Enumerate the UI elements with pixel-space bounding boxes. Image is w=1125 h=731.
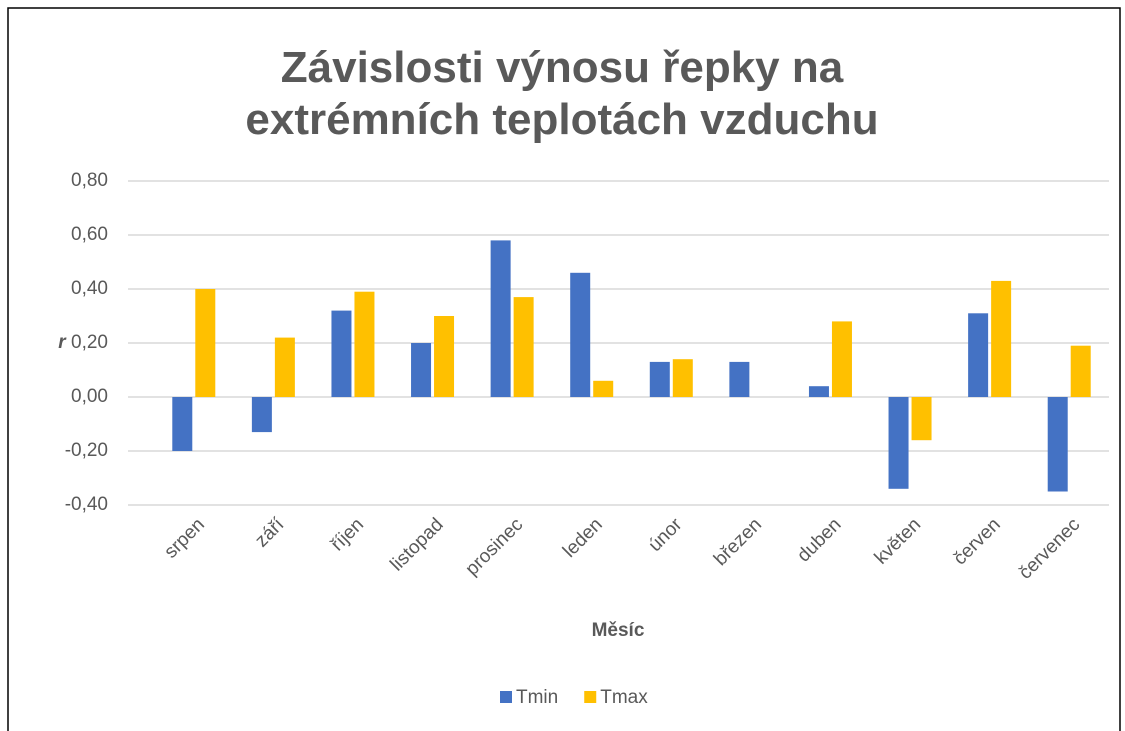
legend-label: Tmax — [600, 687, 648, 708]
x-tick-label: červen — [950, 514, 1005, 569]
x-tick-label: srpen — [160, 514, 208, 562]
legend-swatch — [500, 691, 512, 703]
legend-swatch — [584, 691, 597, 703]
bar — [888, 397, 909, 489]
x-tick-label: leden — [559, 514, 607, 562]
chart-title: Závislosti výnosu řepky na extrémních te… — [245, 43, 879, 144]
bar — [808, 386, 829, 397]
bar — [251, 397, 272, 433]
y-tick-label: 0,00 — [71, 386, 108, 407]
bar — [593, 380, 614, 397]
y-tick-label: 0,80 — [71, 170, 108, 191]
bar — [968, 313, 989, 397]
x-tick-label: září — [251, 514, 289, 552]
y-tick-label: 0,20 — [71, 332, 108, 353]
bar — [331, 310, 352, 397]
bar — [354, 291, 375, 397]
bar — [911, 397, 932, 441]
y-tick-label: -0,40 — [65, 494, 108, 515]
x-tick-label: červenec — [1015, 514, 1084, 583]
bar — [274, 337, 295, 397]
x-tick-label: květen — [871, 514, 925, 568]
bar — [1047, 397, 1068, 492]
y-tick-label: 0,40 — [71, 278, 108, 299]
bar — [434, 316, 455, 397]
bar — [729, 361, 750, 397]
y-tick-label: -0,20 — [65, 440, 108, 461]
x-axis-title: Měsíc — [592, 620, 645, 641]
bar — [672, 359, 693, 397]
bar — [570, 272, 591, 397]
x-tick-label: prosinec — [462, 514, 528, 580]
x-tick-label: únor — [645, 514, 687, 556]
bar — [195, 289, 216, 397]
x-tick-label: říjen — [327, 514, 368, 555]
bar — [831, 321, 852, 397]
bar — [490, 240, 511, 397]
x-tick-label: březen — [710, 514, 766, 570]
y-axis-title: r — [58, 332, 67, 353]
bar — [172, 397, 193, 451]
bar — [1070, 345, 1091, 397]
bar — [513, 297, 534, 397]
x-tick-label: listopad — [386, 514, 447, 575]
y-tick-label: 0,60 — [71, 224, 108, 245]
legend-label: Tmin — [516, 687, 558, 708]
bar — [649, 361, 670, 397]
frame — [7, 7, 1121, 731]
bar — [411, 343, 432, 397]
x-tick-label: duben — [793, 514, 845, 566]
bar — [991, 280, 1012, 397]
